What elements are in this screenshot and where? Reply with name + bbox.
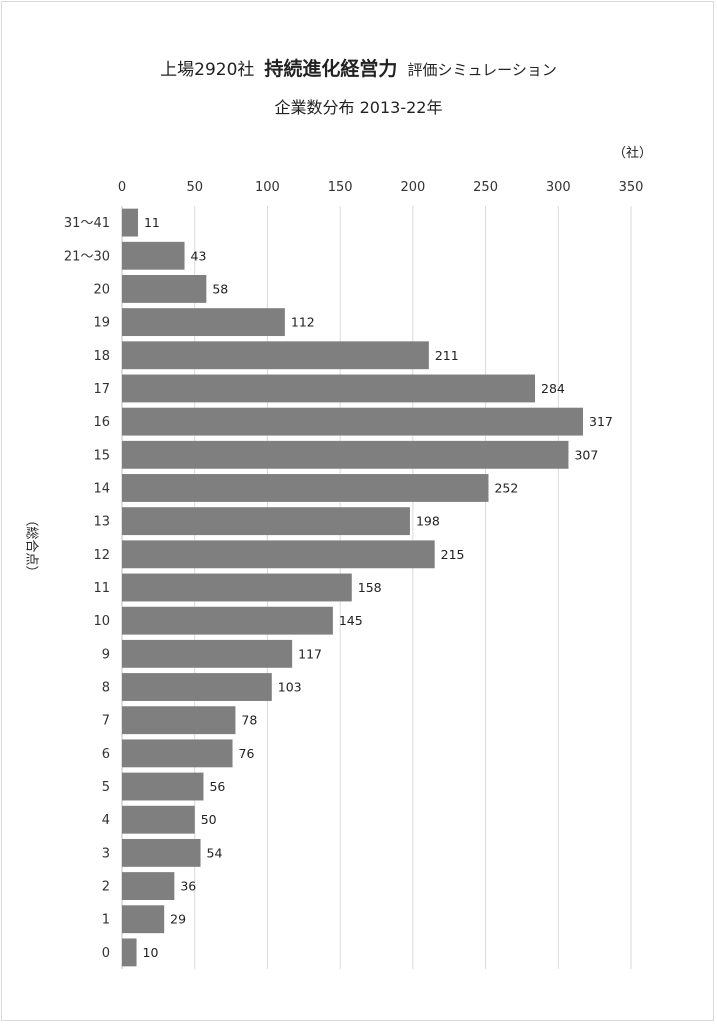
title-main: 持続進化経営力	[264, 58, 398, 80]
y-tick-label: 20	[93, 282, 110, 297]
data-label: 317	[589, 414, 613, 429]
data-label: 78	[241, 713, 257, 728]
y-tick-label: 16	[93, 415, 110, 430]
data-label: 56	[209, 779, 225, 794]
data-label: 36	[180, 879, 196, 894]
bar	[122, 308, 285, 337]
bar	[122, 938, 137, 967]
x-tick-label: 300	[546, 180, 571, 195]
bar	[122, 905, 165, 934]
data-label: 198	[416, 514, 440, 529]
data-label: 76	[239, 746, 255, 761]
bar	[122, 241, 185, 270]
x-tick-label: 100	[255, 180, 280, 195]
bar	[122, 805, 195, 834]
y-tick-label: 0	[102, 946, 110, 961]
bar	[122, 208, 138, 237]
x-axis-unit-label: （社）	[613, 146, 653, 161]
x-tick-label: 150	[328, 180, 353, 195]
bar	[122, 838, 201, 867]
bar	[122, 772, 204, 801]
bar	[122, 872, 175, 900]
bar	[122, 673, 272, 701]
y-tick-label: 21～30	[64, 249, 110, 264]
bar	[122, 739, 233, 768]
data-label: 252	[494, 480, 518, 495]
data-label: 29	[170, 912, 186, 927]
title-suffix: 評価シミュレーション	[407, 61, 557, 79]
data-label: 145	[339, 613, 363, 628]
x-axis-ticks: 0 50 100 150 200 250 300 350	[118, 180, 644, 195]
data-labels: 11 43 58 112 211 284 317 307 252 198 215 158 145 117 1…	[143, 215, 613, 960]
chart-subtitle: 企業数分布 2013-22年	[274, 98, 443, 117]
y-tick-label: 3	[102, 846, 110, 861]
y-tick-label: 8	[102, 681, 110, 696]
y-tick-label: 31～41	[64, 216, 110, 231]
bar	[122, 507, 410, 536]
data-label: 43	[191, 248, 207, 263]
title-prefix: 上場2920社	[160, 60, 255, 80]
x-tick-label: 0	[118, 180, 126, 195]
bars	[122, 208, 584, 967]
bar	[122, 474, 489, 502]
data-label: 11	[144, 215, 160, 230]
y-tick-label: 10	[93, 614, 110, 629]
bar	[122, 606, 333, 635]
y-tick-label: 12	[93, 548, 110, 563]
data-label: 211	[435, 348, 459, 363]
data-label: 54	[207, 845, 223, 860]
y-tick-label: 14	[93, 481, 110, 496]
bar	[122, 341, 429, 370]
y-tick-label: 6	[102, 747, 110, 762]
x-tick-label: 250	[473, 180, 498, 195]
bar	[122, 440, 569, 469]
y-tick-label: 11	[93, 581, 110, 596]
bar	[122, 540, 435, 569]
x-tick-label: 50	[186, 180, 203, 195]
y-tick-label: 2	[102, 880, 110, 895]
data-label: 10	[143, 945, 159, 960]
data-label: 103	[278, 680, 302, 695]
bar	[122, 275, 207, 303]
data-label: 112	[291, 315, 315, 330]
data-label: 307	[574, 447, 598, 462]
bar	[122, 374, 536, 403]
y-tick-label: 9	[102, 647, 110, 662]
y-tick-label: 18	[93, 349, 110, 364]
bar	[122, 573, 352, 602]
bar	[122, 407, 584, 436]
data-label: 158	[358, 580, 382, 595]
data-label: 58	[212, 281, 228, 296]
y-tick-label: 15	[93, 448, 110, 463]
y-tick-label: 1	[102, 913, 110, 928]
y-axis-categories: 31～4121～30201918171615141312111098765432…	[64, 216, 110, 961]
data-label: 50	[201, 812, 217, 827]
y-tick-label: 4	[102, 813, 110, 828]
y-tick-label: 7	[102, 714, 110, 729]
chart-title: 上場2920社 持続進化経営力 評価シミュレーション	[0, 54, 717, 81]
y-tick-label: 13	[93, 515, 110, 530]
data-label: 284	[541, 381, 565, 396]
y-tick-label: 5	[102, 780, 110, 795]
bar	[122, 706, 236, 735]
y-tick-label: 17	[93, 382, 110, 397]
x-tick-label: 200	[400, 180, 425, 195]
data-label: 215	[441, 547, 465, 562]
y-tick-label: 19	[93, 316, 110, 331]
bar	[122, 639, 293, 668]
data-label: 117	[298, 646, 322, 661]
x-tick-label: 350	[619, 180, 644, 195]
